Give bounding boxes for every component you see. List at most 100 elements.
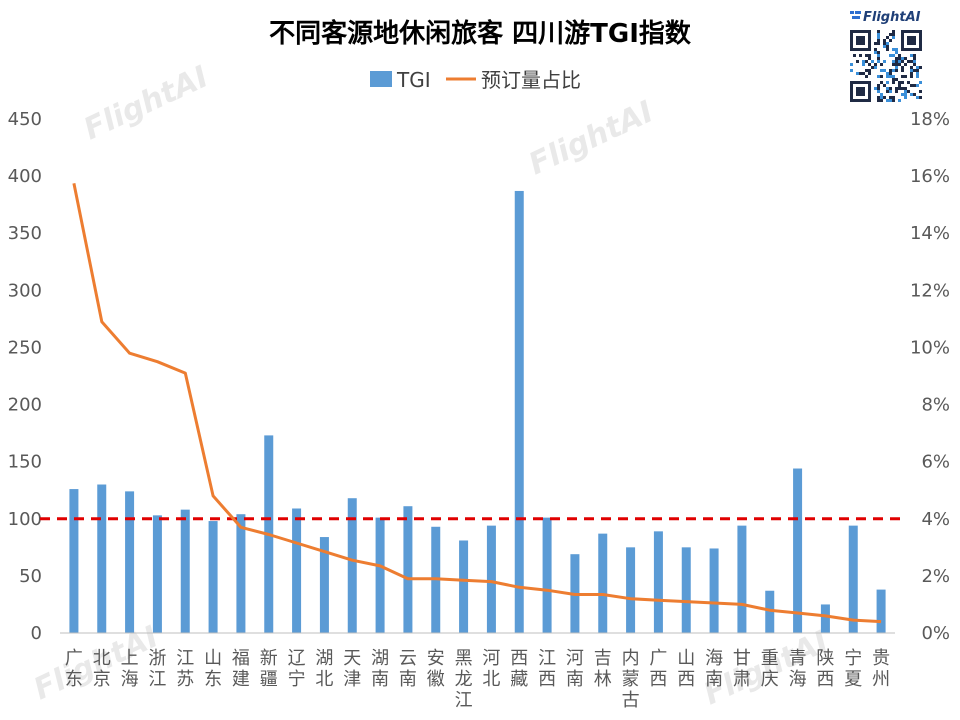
right-axis-tick-label: 16%	[910, 166, 950, 187]
qr-module	[910, 72, 913, 75]
x-axis-category-label: 广东	[65, 648, 83, 690]
qr-module	[898, 54, 901, 57]
qr-module	[877, 90, 880, 93]
qr-module	[892, 81, 895, 84]
left-axis: 450 400 350 300 250 200 150 100 50 0	[8, 109, 42, 644]
qr-module	[919, 90, 922, 93]
qr-module	[883, 42, 886, 45]
tgi-bar	[69, 489, 79, 633]
qr-module	[886, 81, 889, 84]
qr-module	[904, 75, 907, 78]
qr-module	[889, 69, 892, 72]
x-axis-category-label: 贵州	[872, 648, 890, 690]
qr-module	[889, 72, 892, 75]
qr-finder-core	[856, 87, 865, 96]
qr-module	[862, 60, 865, 63]
qr-module	[865, 69, 868, 72]
tgi-bar	[152, 515, 162, 633]
qr-module	[877, 75, 880, 78]
qr-module	[898, 84, 901, 87]
qr-module	[904, 90, 907, 93]
qr-module	[913, 60, 916, 63]
qr-module	[886, 72, 889, 75]
logo-text: FlightAI	[863, 10, 921, 25]
qr-module	[892, 48, 895, 51]
x-axis-category-label: 上海	[121, 648, 139, 690]
tgi-bar	[486, 525, 496, 633]
qr-module	[892, 36, 895, 39]
qr-module	[886, 75, 889, 78]
qr-module	[916, 84, 919, 87]
qr-module	[877, 96, 880, 99]
qr-module	[877, 60, 880, 63]
left-axis-tick-label: 250	[8, 337, 42, 358]
qr-module	[886, 99, 889, 102]
qr-module	[859, 54, 862, 57]
tgi-bar	[626, 547, 636, 633]
x-axis-category-label: 内蒙古	[622, 648, 640, 711]
qr-module	[886, 87, 889, 90]
qr-module	[910, 93, 913, 96]
tgi-bar	[848, 525, 858, 633]
tgi-bar	[765, 590, 775, 633]
qr-module	[895, 63, 898, 66]
qr-module	[904, 63, 907, 66]
right-axis-tick-label: 4%	[921, 509, 950, 530]
x-axis-category-label: 江苏	[176, 648, 194, 690]
qr-module	[907, 90, 910, 93]
qr-module	[874, 63, 877, 66]
x-axis-category-label: 西藏	[510, 648, 528, 690]
qr-code-icon	[848, 28, 924, 104]
left-axis-tick-label: 300	[8, 280, 42, 301]
qr-module	[895, 66, 898, 69]
qr-module	[889, 87, 892, 90]
qr-module	[913, 69, 916, 72]
tgi-bar	[876, 589, 886, 633]
qr-module	[895, 51, 898, 54]
qr-module	[901, 93, 904, 96]
qr-module	[871, 60, 874, 63]
tgi-bar	[236, 514, 246, 633]
qr-module	[883, 69, 886, 72]
qr-module	[892, 33, 895, 36]
qr-module	[901, 66, 904, 69]
qr-module	[853, 54, 856, 57]
qr-module	[916, 66, 919, 69]
qr-module	[883, 45, 886, 48]
x-axis-category-label: 广西	[649, 648, 667, 690]
x-axis-category-label: 浙江	[148, 648, 166, 690]
qr-module	[880, 93, 883, 96]
tgi-bar	[820, 604, 830, 633]
qr-module	[880, 63, 883, 66]
qr-module	[904, 96, 907, 99]
watermark-text: FlightAI	[79, 59, 214, 147]
qr-module	[877, 39, 880, 42]
qr-module	[892, 99, 895, 102]
logo: FlightAI	[848, 10, 924, 104]
qr-module	[913, 84, 916, 87]
qr-module	[877, 84, 880, 87]
right-axis-tick-label: 18%	[910, 109, 950, 130]
qr-module	[913, 63, 916, 66]
qr-module	[889, 90, 892, 93]
qr-module	[892, 69, 895, 72]
tgi-bar	[709, 548, 719, 633]
left-axis-tick-label: 50	[19, 566, 42, 587]
qr-module	[913, 57, 916, 60]
qr-module	[910, 66, 913, 69]
tgi-bar	[793, 468, 803, 633]
tgi-bar	[653, 531, 663, 633]
share-line	[72, 183, 882, 624]
tgi-bar	[542, 517, 552, 633]
share-line-path	[72, 183, 882, 624]
qr-module	[865, 75, 868, 78]
x-axis-category-label: 海南	[705, 648, 723, 690]
qr-module	[877, 51, 880, 54]
legend-label-share: 预订量占比	[481, 68, 581, 92]
qr-module	[889, 39, 892, 42]
qr-module	[874, 51, 877, 54]
qr-module	[880, 81, 883, 84]
qr-module	[889, 33, 892, 36]
qr-module	[850, 63, 853, 66]
qr-module	[877, 99, 880, 102]
